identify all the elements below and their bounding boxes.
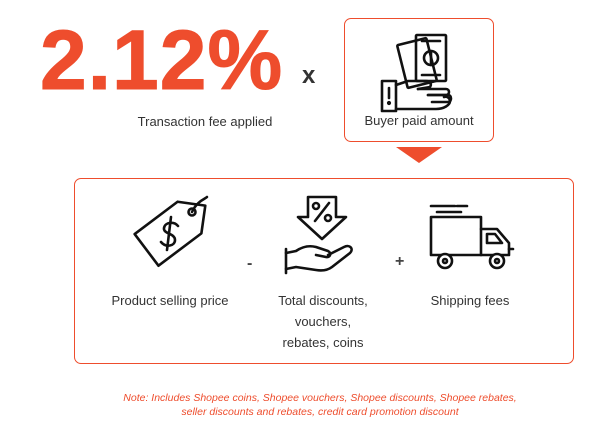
multiply-operator: x	[302, 62, 316, 89]
discount-hand-icon	[284, 195, 353, 275]
footnote-line: Note: Includes Shopee coins, Shopee vouc…	[123, 392, 517, 404]
footnote-line: seller discounts and rebates, credit car…	[181, 406, 459, 418]
total-discounts-label: Total discounts, vouchers, rebates, coin…	[265, 290, 381, 353]
delivery-truck-icon	[429, 204, 515, 270]
total-discounts-label-line: Total discounts,	[278, 293, 368, 308]
price-tag-icon	[133, 195, 209, 268]
pointer-arrow	[396, 147, 442, 163]
buyer-paid-amount-box: Buyer paid amount	[344, 18, 494, 142]
cash-in-hand-icon	[380, 33, 453, 113]
shipping-fees-label: Shipping fees	[430, 293, 510, 308]
product-selling-price-label: Product selling price	[111, 293, 229, 308]
footnote: Note: Includes Shopee coins, Shopee vouc…	[100, 391, 540, 419]
total-discounts-label-line: vouchers,	[294, 314, 352, 329]
total-discounts-label-line: rebates, coins	[282, 335, 364, 350]
buyer-paid-amount-label: Buyer paid amount	[364, 113, 474, 128]
formula-box: - + Product selling price Total discount…	[74, 178, 574, 364]
transaction-fee-label: Transaction fee applied	[137, 114, 273, 129]
minus-operator: -	[247, 255, 253, 272]
plus-operator: +	[395, 253, 405, 270]
transaction-fee-rate: 2.12%	[39, 13, 284, 107]
